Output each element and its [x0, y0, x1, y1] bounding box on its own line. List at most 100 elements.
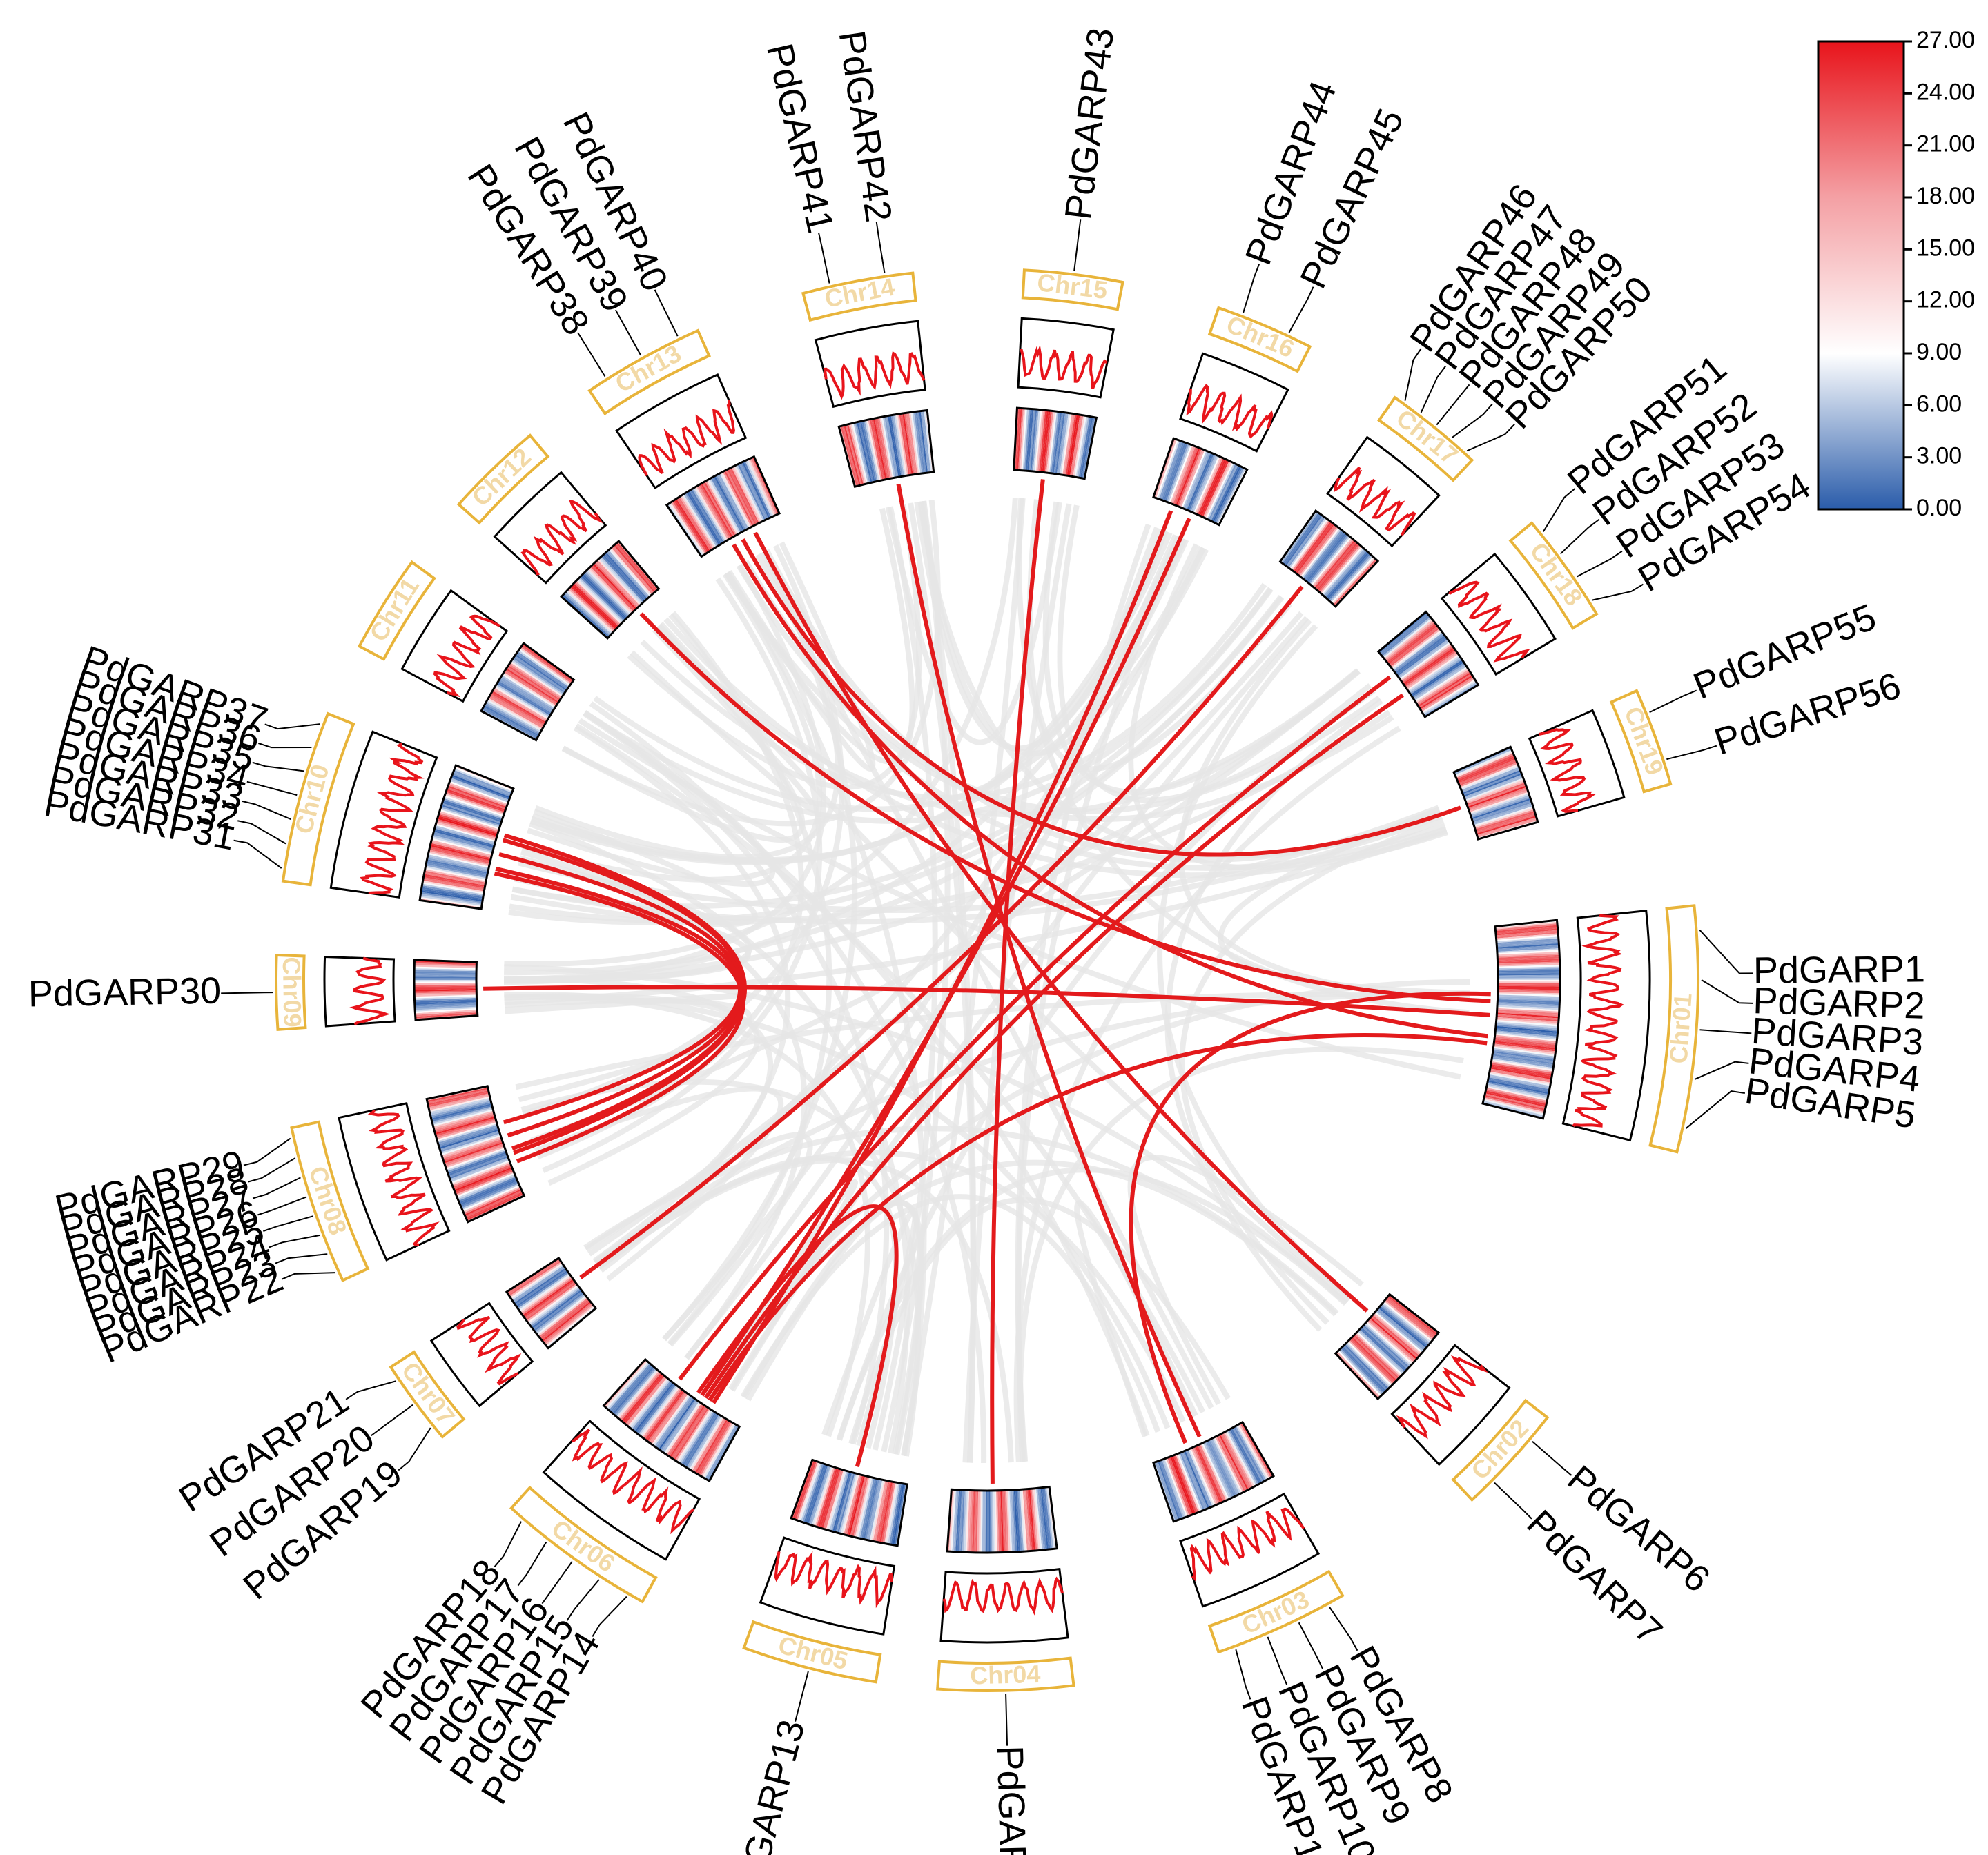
heatmap-cell — [1460, 763, 1519, 789]
gene-connector — [1005, 1694, 1008, 1746]
heatmap-cell — [1361, 1327, 1407, 1371]
heatmap-cell — [525, 1282, 577, 1321]
heatmap-cell — [429, 1097, 491, 1114]
heatmap-frame — [1376, 610, 1480, 718]
heatmap-cell — [427, 1089, 489, 1104]
heatmap-cell — [1037, 1488, 1046, 1550]
heatmap-cell — [953, 1489, 959, 1552]
heatmap-cell — [1163, 442, 1187, 502]
heatmap-cell — [1485, 1089, 1547, 1104]
heatmap-cell — [835, 1472, 854, 1533]
gene-connector — [1420, 366, 1446, 413]
heatmap-cell — [1391, 629, 1442, 669]
heatmap-cell — [544, 1304, 593, 1344]
heatmap-cell — [617, 1370, 659, 1419]
heatmap-cell — [488, 696, 543, 729]
heatmap-cell — [1495, 1028, 1558, 1037]
heatmap-cell — [1490, 1067, 1552, 1080]
heatmap-cell — [1497, 988, 1560, 992]
gene-connector — [566, 1579, 600, 1621]
heatmap-cell — [1234, 1426, 1267, 1481]
heatmap-cell — [1380, 1304, 1430, 1346]
duplication-link — [708, 1033, 1488, 1402]
heatmap-cell — [1306, 532, 1347, 582]
heatmap-cell — [1167, 444, 1191, 503]
density-line — [1539, 728, 1596, 813]
heatmap-cell — [846, 424, 864, 485]
heatmap-cell — [516, 652, 568, 690]
heatmap-cell — [428, 851, 489, 867]
heatmap-cell — [1035, 1488, 1044, 1551]
heatmap-cell — [510, 1263, 563, 1299]
heatmap-cell — [869, 419, 884, 480]
heatmap-cell — [612, 1366, 654, 1415]
heatmap-cell — [869, 1480, 884, 1541]
heatmap-cell — [1074, 415, 1087, 478]
heatmap-cell — [535, 1294, 586, 1334]
heatmap-cell — [422, 883, 484, 896]
heatmap-cell — [1405, 651, 1458, 689]
heatmap-cell — [1171, 1455, 1196, 1515]
heatmap-cell — [1372, 1315, 1420, 1357]
heatmap-cell — [685, 492, 719, 547]
heatmap-cell — [1170, 1456, 1194, 1515]
heatmap-cell — [829, 1471, 848, 1531]
density-line — [774, 1551, 893, 1609]
chromosome-box — [1451, 1398, 1550, 1502]
heatmap-cell — [889, 415, 902, 477]
chromosome-chr10: Chr10 — [281, 711, 515, 910]
density-line — [367, 1109, 440, 1246]
heatmap-cell — [1046, 411, 1055, 473]
heatmap-cell — [441, 804, 501, 825]
heatmap-cell — [1493, 1046, 1555, 1057]
heatmap-cell — [451, 1161, 511, 1186]
heatmap-cell — [431, 839, 492, 856]
chromosome-box — [1648, 904, 1699, 1154]
heatmap-cell — [449, 781, 509, 804]
heatmap-cell — [1497, 1005, 1559, 1010]
heatmap-cell — [614, 1368, 657, 1417]
heatmap-cell — [1484, 1096, 1546, 1112]
heatmap-cell — [625, 1375, 666, 1426]
gene-connector — [1576, 550, 1623, 578]
heatmap-cell — [1368, 1318, 1416, 1361]
heatmap-cell — [447, 1152, 507, 1175]
heatmap-cell — [516, 1271, 569, 1309]
heatmap-cell — [1181, 450, 1207, 509]
heatmap-cell — [1169, 444, 1193, 504]
heatmap-cell — [955, 1489, 961, 1552]
heatmap-cell — [520, 646, 572, 684]
heatmap-cell — [1485, 1093, 1546, 1109]
heatmap-cell — [606, 1361, 649, 1409]
heatmap-cell — [643, 1388, 683, 1440]
heatmap-cell — [1228, 1429, 1259, 1485]
heatmap-cell — [414, 980, 477, 982]
heatmap-cell — [1497, 965, 1560, 968]
heatmap-cell — [894, 1484, 906, 1546]
heatmap-cell — [830, 1471, 850, 1532]
heatmap-cell — [1298, 525, 1338, 576]
heatmap-cell — [1497, 954, 1560, 959]
heatmap-cell — [1497, 1003, 1560, 1009]
heatmap-cell — [1497, 983, 1560, 985]
heatmap-cell — [806, 1464, 828, 1524]
heatmap-cell — [1495, 925, 1558, 933]
heatmap-cell — [1396, 638, 1448, 676]
gene-connector — [252, 1177, 301, 1199]
heatmap-cell — [445, 793, 505, 816]
heatmap-cell — [1472, 799, 1532, 821]
heatmap-cell — [629, 1378, 670, 1429]
heatmap-cell — [414, 996, 477, 1000]
background-link — [582, 711, 890, 1445]
heatmap-cell — [645, 1389, 683, 1441]
duplication-link — [703, 693, 1404, 1400]
gene-density-heatmap — [791, 1460, 908, 1546]
heatmap-cell — [514, 654, 567, 691]
heatmap-cell — [541, 1301, 592, 1342]
heatmap-cell — [1316, 542, 1358, 591]
heatmap-cell — [1075, 415, 1089, 478]
heatmap-cell — [1043, 411, 1052, 473]
heatmap-cell — [658, 1398, 696, 1451]
chromosome-box — [275, 953, 307, 1031]
heatmap-frame — [665, 455, 781, 558]
